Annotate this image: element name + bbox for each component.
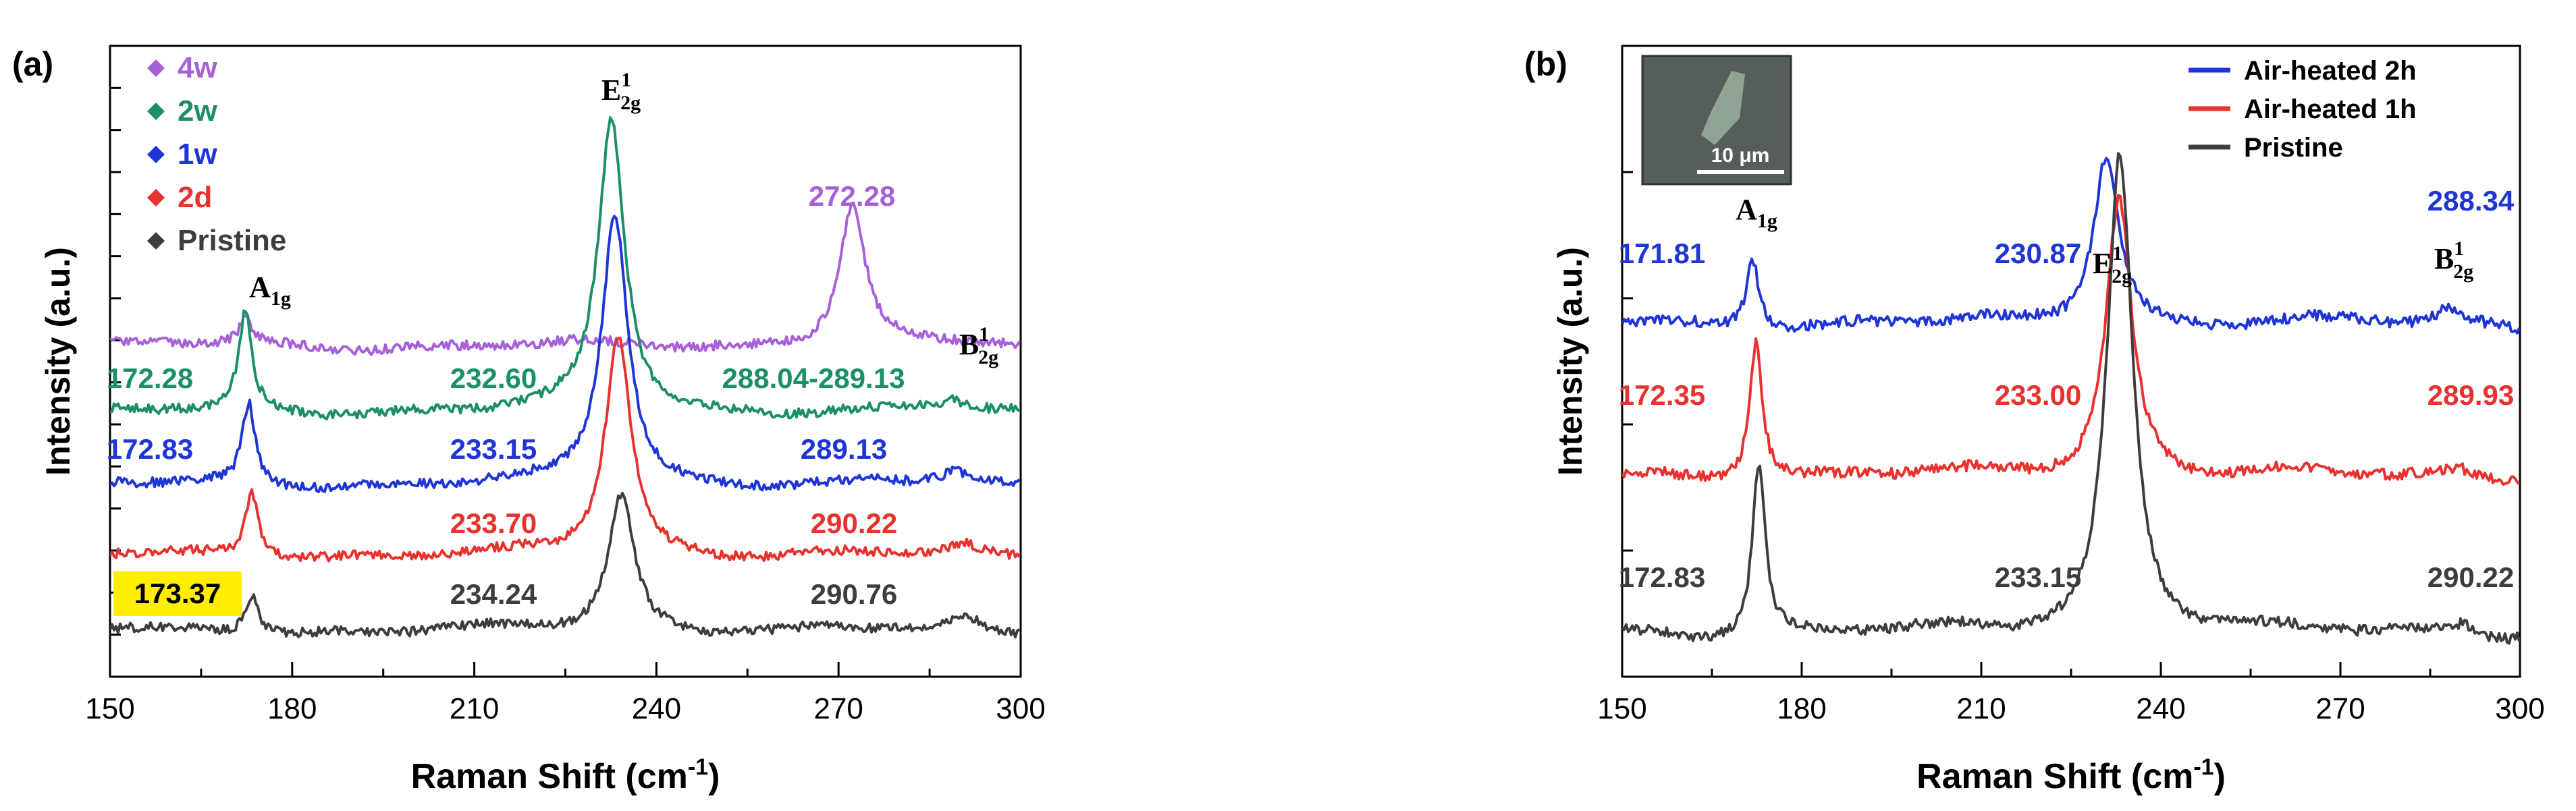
x-tick-label: 240 [2136, 692, 2185, 725]
x-tick-label: 300 [2495, 692, 2544, 725]
series-line-air-heated-2h [1622, 157, 2520, 335]
peak-annotation: 290.22 [811, 507, 897, 539]
peak-annotation: 172.83 [107, 433, 193, 465]
x-tick-label: 300 [996, 692, 1045, 725]
panel-label: (a) [12, 45, 53, 83]
x-tick-label: 240 [632, 692, 681, 725]
x-axis-label: Raman Shift (cm-1) [1916, 754, 2226, 796]
legend-label: 2w [178, 94, 217, 128]
legend-label: Air-heated 1h [2244, 94, 2417, 124]
peak-annotation: 172.83 [1619, 561, 1705, 593]
y-axis-label: Intensity (a.u.) [1551, 247, 1589, 476]
peak-annotation: 289.93 [2427, 379, 2514, 411]
scale-bar-label: 10 μm [1711, 144, 1770, 167]
mode-label: E1 2g [601, 69, 641, 114]
mode-label: B1 2g [959, 323, 998, 368]
peak-annotation: 290.76 [811, 578, 897, 610]
peak-annotation: 172.28 [107, 362, 193, 394]
peak-annotation: 290.22 [2427, 561, 2514, 593]
series-line-pristine [110, 492, 1021, 639]
x-axis-label: Raman Shift (cm-1) [411, 754, 720, 796]
inset-image [1641, 55, 1792, 186]
legend-label: Pristine [178, 224, 286, 257]
legend-label: 1w [178, 138, 217, 171]
peak-annotation: 233.00 [1995, 379, 2081, 411]
x-tick-label: 270 [2315, 692, 2365, 725]
x-tick-label: 210 [1956, 692, 2006, 725]
mode-label: A1g [1736, 193, 1777, 232]
legend-diamond-icon [147, 59, 165, 77]
peak-annotation: 234.24 [450, 578, 537, 610]
x-tick-label: 180 [1777, 692, 1826, 725]
x-tick-label: 150 [85, 692, 134, 725]
series-line-air-heated-1h [1622, 194, 2520, 486]
series-line-1w [110, 215, 1021, 493]
legend-diamond-icon [147, 189, 165, 206]
peak-annotation: 171.81 [1619, 237, 1705, 269]
panel-label: (b) [1524, 45, 1567, 83]
mode-label: B1 2g [2434, 237, 2473, 283]
panel-a: 150 180 210 240 270 300 Raman Shift (cm-1) Inte… [12, 45, 1046, 796]
peak-annotation: 232.60 [450, 362, 537, 394]
legend-diamond-icon [147, 146, 165, 163]
peak-annotation: 230.87 [1995, 237, 2081, 269]
series-line-pristine [1622, 152, 2520, 645]
highlight-box [113, 571, 242, 616]
legend-label: Air-heated 2h [2244, 56, 2417, 86]
peak-annotation: 288.34 [2427, 185, 2515, 217]
inset-micrograph: 10 μm [1641, 55, 1792, 186]
panel-b: 150 180 210 240 270 300 Raman Shift (cm-1) Inte… [1524, 45, 2545, 796]
flake-shape [1701, 71, 1745, 145]
mode-label: A1g [249, 271, 291, 310]
mode-label: E1 2g [2093, 242, 2132, 287]
series-line-2d [110, 337, 1021, 563]
series-line-4w [110, 201, 1021, 356]
peak-annotation: 233.70 [450, 507, 537, 539]
legend-label: 2d [178, 181, 212, 214]
x-tick-label: 180 [267, 692, 317, 725]
legend-diamond-icon [147, 103, 165, 120]
peak-annotation: 233.15 [1995, 561, 2081, 593]
series-line-2w [110, 116, 1021, 420]
legend-diamond-icon [147, 232, 165, 250]
x-tick-label: 150 [1597, 692, 1646, 725]
peak-annotation: 233.15 [450, 433, 537, 465]
legend-label: Pristine [2244, 133, 2343, 163]
peak-annotation: 172.35 [1619, 379, 1705, 411]
x-tick-label: 270 [813, 692, 863, 725]
peak-annotation: 272.28 [809, 180, 895, 212]
highlighted-peak-label: 173.37 [134, 578, 221, 609]
x-tick-label: 210 [450, 692, 499, 725]
y-axis-label: Intensity (a.u.) [39, 247, 77, 476]
peak-annotation: 288.04-289.13 [722, 362, 905, 394]
legend-label: 4w [178, 51, 217, 84]
peak-annotation: 289.13 [801, 433, 887, 465]
